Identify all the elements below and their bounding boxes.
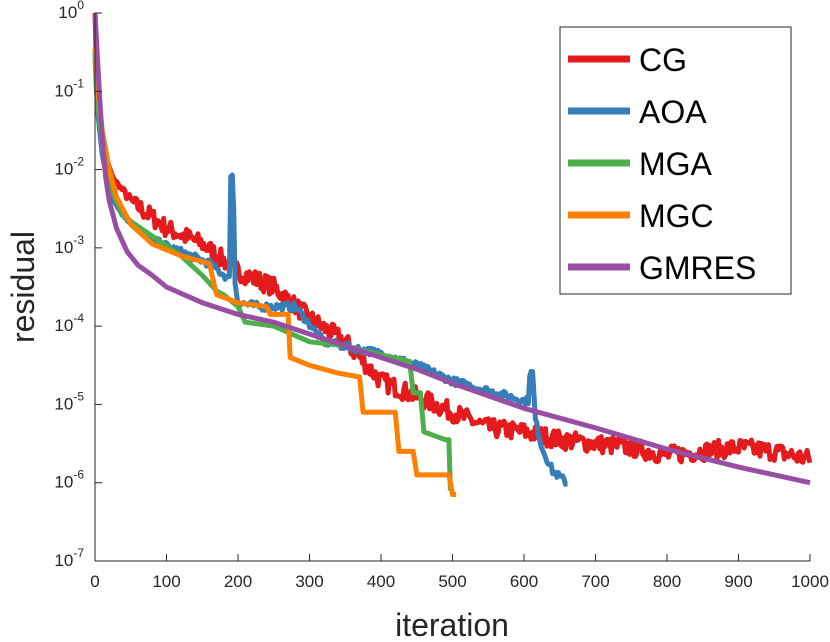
x-tick-label: 400 <box>367 572 395 591</box>
series-line-mgc <box>92 48 457 497</box>
x-tick-label: 600 <box>510 572 538 591</box>
legend-label-mgc: MGC <box>639 198 714 234</box>
y-axis-label: residual <box>5 231 41 343</box>
y-tick-label: 10-6 <box>54 468 84 492</box>
legend-label-gmres: GMRES <box>639 250 756 286</box>
y-tick-label: 100 <box>58 0 84 22</box>
y-tick-label: 10-4 <box>54 311 84 335</box>
x-axis-label: iteration <box>395 607 509 642</box>
y-tick-label: 10-5 <box>54 389 84 413</box>
y-tick-label: 10-3 <box>54 233 84 257</box>
axes <box>94 12 811 562</box>
series-line-gmres <box>92 12 811 486</box>
legend: CG AOA MGA MGC GMRES <box>559 26 792 295</box>
x-tick-label: 1000 <box>791 572 829 591</box>
x-tick-label: 700 <box>581 572 609 591</box>
y-tick-label: 10-7 <box>54 546 84 570</box>
legend-label-aoa: AOA <box>639 94 707 130</box>
legend-label-cg: CG <box>639 42 687 78</box>
x-tick-label: 0 <box>90 572 99 591</box>
x-tick-label: 100 <box>152 572 180 591</box>
x-tick-label: 900 <box>724 572 752 591</box>
y-tick-label: 10-2 <box>54 155 84 179</box>
y-tick-label: 10-1 <box>54 76 84 100</box>
x-tick-label: 500 <box>438 572 466 591</box>
legend-label-mga: MGA <box>639 146 713 182</box>
x-tick-label: 200 <box>224 572 252 591</box>
series-layer <box>92 12 813 497</box>
x-tick-label: 800 <box>653 572 681 591</box>
tick-labels: 0 100 200 300 400 500 600 700 800 900 1000 100 10-1 1… <box>54 0 829 591</box>
x-tick-label: 300 <box>295 572 323 591</box>
